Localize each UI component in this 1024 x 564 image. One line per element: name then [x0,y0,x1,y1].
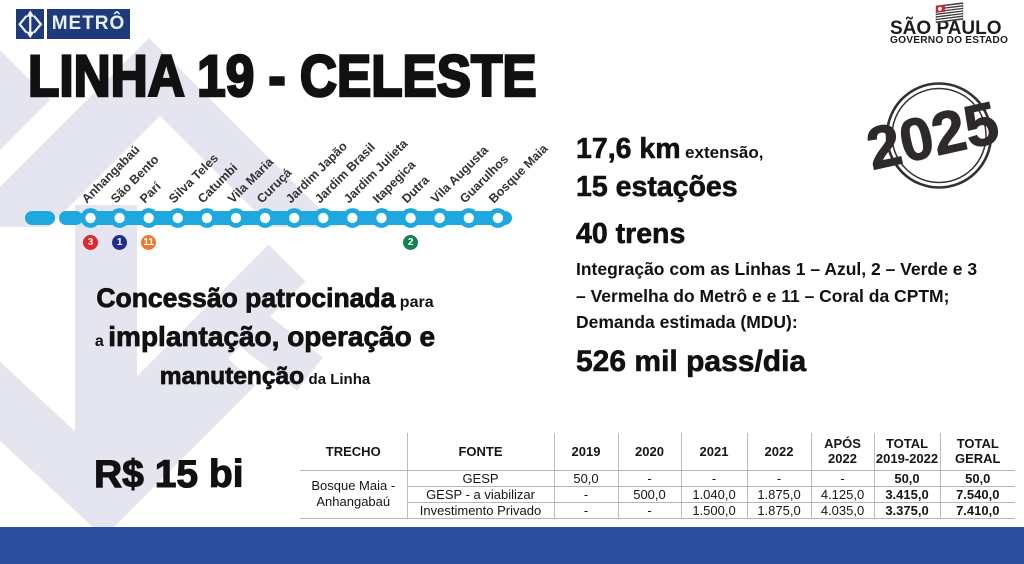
svg-text:2025: 2025 [861,88,1005,182]
